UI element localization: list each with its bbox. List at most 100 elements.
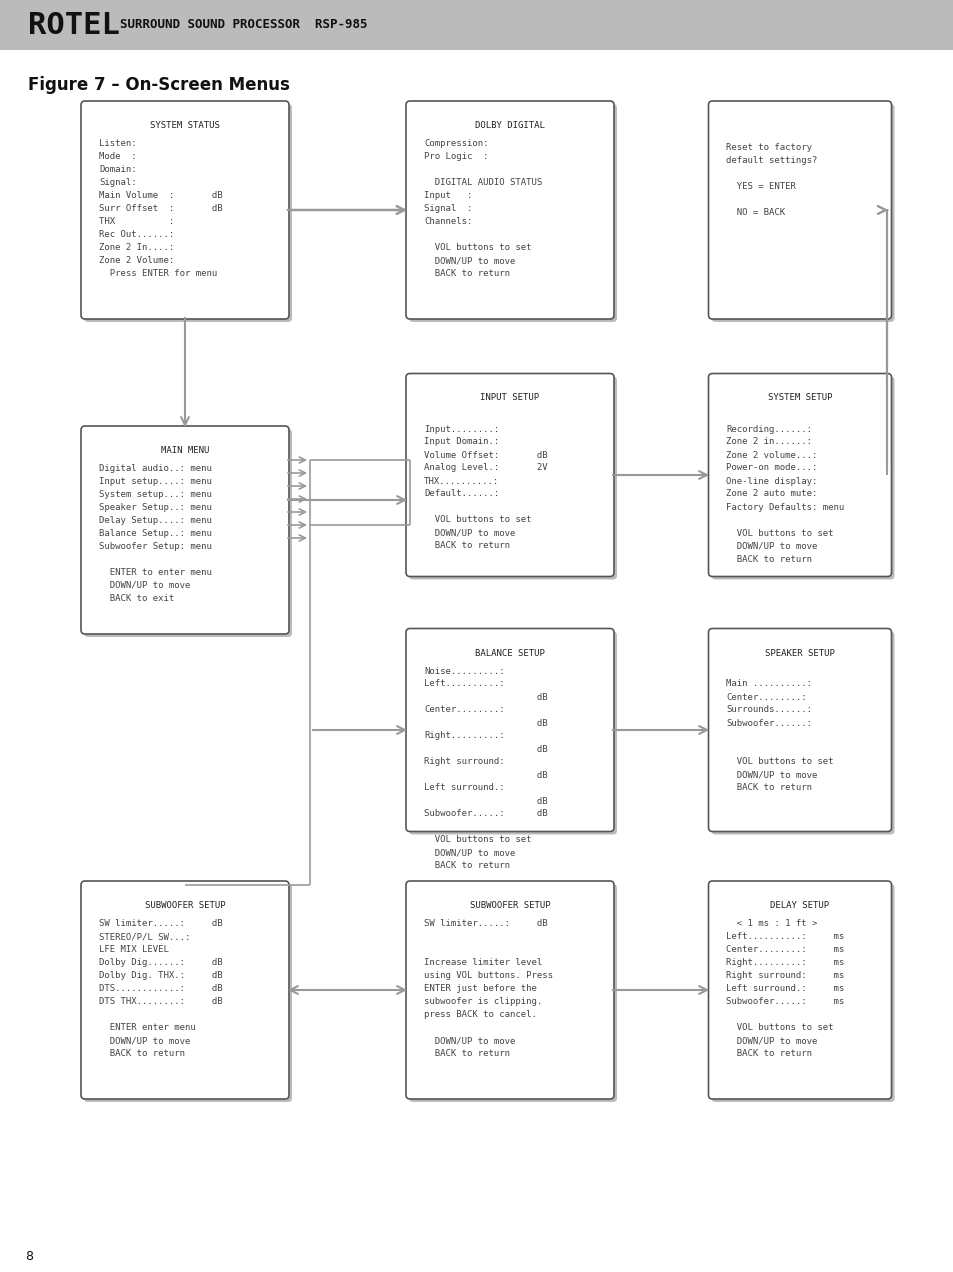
Text: Right.........:: Right.........: (423, 731, 504, 740)
Text: VOL buttons to set: VOL buttons to set (423, 243, 531, 252)
Text: Speaker Setup..: menu: Speaker Setup..: menu (99, 502, 212, 513)
FancyBboxPatch shape (409, 631, 617, 834)
Text: Input........:: Input........: (423, 425, 498, 434)
Text: Left..........:     ms: Left..........: ms (726, 932, 843, 941)
Text: Left surround.:     ms: Left surround.: ms (726, 985, 843, 993)
Text: VOL buttons to set: VOL buttons to set (726, 758, 833, 767)
Text: Rec Out......:: Rec Out......: (99, 230, 174, 239)
Text: Compression:: Compression: (423, 139, 488, 148)
Text: Subwoofer.....:      dB: Subwoofer.....: dB (423, 809, 547, 818)
FancyBboxPatch shape (711, 631, 894, 834)
Text: Balance Setup..: menu: Balance Setup..: menu (99, 529, 212, 538)
Text: DOWN/UP to move: DOWN/UP to move (423, 848, 515, 857)
FancyBboxPatch shape (81, 881, 289, 1099)
Text: Zone 2 auto mute:: Zone 2 auto mute: (726, 490, 817, 499)
Text: Center........:: Center........: (726, 692, 806, 701)
Text: SW limiter.....:     dB: SW limiter.....: dB (423, 918, 547, 929)
Text: Figure 7 – On-Screen Menus: Figure 7 – On-Screen Menus (28, 76, 290, 94)
Text: dB: dB (423, 771, 547, 780)
FancyBboxPatch shape (409, 884, 617, 1102)
Text: Right.........:     ms: Right.........: ms (726, 958, 843, 967)
Text: 8: 8 (25, 1250, 33, 1263)
Text: Increase limiter level: Increase limiter level (423, 958, 541, 967)
Text: Factory Defaults: menu: Factory Defaults: menu (726, 502, 843, 511)
Text: ROTEL: ROTEL (28, 10, 120, 39)
FancyBboxPatch shape (711, 377, 894, 580)
FancyBboxPatch shape (708, 881, 890, 1099)
Text: default settings?: default settings? (726, 156, 817, 165)
Text: ENTER just before the: ENTER just before the (423, 985, 537, 993)
Text: Pro Logic  :: Pro Logic : (423, 151, 488, 162)
Text: DOWN/UP to move: DOWN/UP to move (726, 771, 817, 780)
Text: DELAY SETUP: DELAY SETUP (770, 901, 829, 909)
Text: DOWN/UP to move: DOWN/UP to move (423, 256, 515, 265)
Text: Main Volume  :       dB: Main Volume : dB (99, 191, 222, 200)
Text: SYSTEM STATUS: SYSTEM STATUS (150, 121, 220, 130)
Text: Left surround.:: Left surround.: (423, 784, 504, 792)
FancyBboxPatch shape (708, 628, 890, 832)
FancyBboxPatch shape (406, 374, 614, 576)
Text: DTS THX........:     dB: DTS THX........: dB (99, 997, 222, 1006)
Text: dB: dB (423, 692, 547, 701)
Text: BACK to return: BACK to return (423, 1049, 510, 1058)
Text: SYSTEM SETUP: SYSTEM SETUP (767, 393, 831, 402)
Text: One-line display:: One-line display: (726, 477, 817, 486)
Text: BACK to return: BACK to return (423, 861, 510, 870)
Text: System setup...: menu: System setup...: menu (99, 490, 212, 499)
Text: THX          :: THX : (99, 218, 174, 226)
Text: DIGITAL AUDIO STATUS: DIGITAL AUDIO STATUS (423, 178, 541, 187)
Text: Right surround:     ms: Right surround: ms (726, 971, 843, 979)
Text: Listen:: Listen: (99, 139, 136, 148)
Text: BACK to return: BACK to return (726, 784, 812, 792)
Text: BACK to return: BACK to return (99, 1049, 185, 1058)
Text: ENTER enter menu: ENTER enter menu (99, 1023, 195, 1032)
Text: THX..........:: THX..........: (423, 477, 498, 486)
Text: Zone 2 volume...:: Zone 2 volume...: (726, 450, 817, 459)
Text: Press ENTER for menu: Press ENTER for menu (99, 268, 217, 279)
Text: DOWN/UP to move: DOWN/UP to move (99, 581, 191, 590)
Text: YES = ENTER: YES = ENTER (726, 182, 796, 191)
Text: SUBWOOFER SETUP: SUBWOOFER SETUP (145, 901, 225, 909)
Text: Delay Setup....: menu: Delay Setup....: menu (99, 516, 212, 525)
FancyBboxPatch shape (84, 429, 292, 637)
Text: SPEAKER SETUP: SPEAKER SETUP (764, 649, 834, 658)
Text: BACK to return: BACK to return (726, 1049, 812, 1058)
Text: VOL buttons to set: VOL buttons to set (423, 515, 531, 524)
Text: Noise.........:: Noise.........: (423, 667, 504, 675)
Text: Mode  :: Mode : (99, 151, 136, 162)
Text: Reset to factory: Reset to factory (726, 142, 812, 151)
Text: Left..........:: Left..........: (423, 679, 504, 688)
Text: Surr Offset  :       dB: Surr Offset : dB (99, 204, 222, 212)
Text: Zone 2 in......:: Zone 2 in......: (726, 438, 812, 446)
FancyBboxPatch shape (81, 100, 289, 319)
Text: Input Domain.:: Input Domain.: (423, 438, 498, 446)
Text: Signal  :: Signal : (423, 204, 472, 212)
Text: BACK to return: BACK to return (423, 268, 510, 279)
Text: dB: dB (423, 719, 547, 728)
Text: BACK to exit: BACK to exit (99, 594, 174, 603)
Text: DOWN/UP to move: DOWN/UP to move (423, 528, 515, 538)
Text: Main ..........:: Main ..........: (726, 679, 812, 688)
Text: Center........:     ms: Center........: ms (726, 945, 843, 954)
Text: VOL buttons to set: VOL buttons to set (726, 1023, 833, 1032)
Text: MAIN MENU: MAIN MENU (161, 446, 209, 455)
Text: SUBWOOFER SETUP: SUBWOOFER SETUP (469, 901, 550, 909)
Text: Subwoofer......:: Subwoofer......: (726, 719, 812, 728)
Text: VOL buttons to set: VOL buttons to set (423, 836, 531, 845)
Text: Channels:: Channels: (423, 218, 472, 226)
Text: STEREO/P/L SW...:: STEREO/P/L SW...: (99, 932, 191, 941)
Text: VOL buttons to set: VOL buttons to set (726, 528, 833, 538)
Text: press BACK to cancel.: press BACK to cancel. (423, 1010, 537, 1019)
Text: DOWN/UP to move: DOWN/UP to move (726, 1035, 817, 1046)
Text: Default......:: Default......: (423, 490, 498, 499)
Text: Signal:: Signal: (99, 178, 136, 187)
Text: Recording......:: Recording......: (726, 425, 812, 434)
Text: Center........:: Center........: (423, 706, 504, 715)
Text: Zone 2 In....:: Zone 2 In....: (99, 243, 174, 252)
Text: BACK to return: BACK to return (423, 542, 510, 551)
FancyBboxPatch shape (84, 104, 292, 322)
Text: DTS............:     dB: DTS............: dB (99, 985, 222, 993)
FancyBboxPatch shape (409, 377, 617, 580)
Text: DOWN/UP to move: DOWN/UP to move (423, 1035, 515, 1046)
Text: < 1 ms : 1 ft >: < 1 ms : 1 ft > (726, 918, 817, 929)
